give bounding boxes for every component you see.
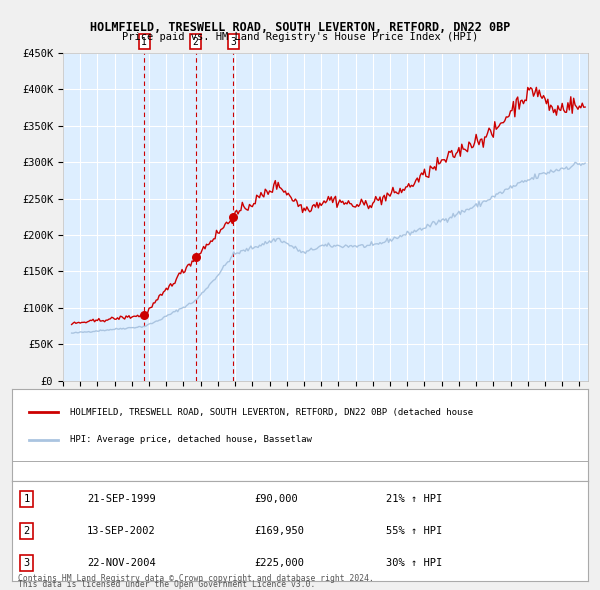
Text: HOLMFIELD, TRESWELL ROAD, SOUTH LEVERTON, RETFORD, DN22 0BP (detached house: HOLMFIELD, TRESWELL ROAD, SOUTH LEVERTON… <box>70 408 473 417</box>
Text: 2: 2 <box>23 526 29 536</box>
Point <box>229 212 238 222</box>
Text: 1: 1 <box>23 494 29 504</box>
Text: 13-SEP-2002: 13-SEP-2002 <box>87 526 155 536</box>
Text: 22-NOV-2004: 22-NOV-2004 <box>87 558 155 568</box>
Text: HOLMFIELD, TRESWELL ROAD, SOUTH LEVERTON, RETFORD, DN22 0BP: HOLMFIELD, TRESWELL ROAD, SOUTH LEVERTON… <box>90 21 510 34</box>
Text: 3: 3 <box>23 558 29 568</box>
Text: £90,000: £90,000 <box>254 494 298 504</box>
Text: 55% ↑ HPI: 55% ↑ HPI <box>386 526 443 536</box>
Text: 1: 1 <box>142 37 147 47</box>
Text: 3: 3 <box>230 37 236 47</box>
Text: 30% ↑ HPI: 30% ↑ HPI <box>386 558 443 568</box>
Text: Price paid vs. HM Land Registry's House Price Index (HPI): Price paid vs. HM Land Registry's House … <box>122 32 478 42</box>
Text: This data is licensed under the Open Government Licence v3.0.: This data is licensed under the Open Gov… <box>18 581 316 589</box>
Text: 2: 2 <box>193 37 199 47</box>
Text: £225,000: £225,000 <box>254 558 304 568</box>
Point <box>139 310 149 320</box>
Text: Contains HM Land Registry data © Crown copyright and database right 2024.: Contains HM Land Registry data © Crown c… <box>18 574 374 583</box>
Text: £169,950: £169,950 <box>254 526 304 536</box>
Text: HPI: Average price, detached house, Bassetlaw: HPI: Average price, detached house, Bass… <box>70 435 311 444</box>
Text: 21% ↑ HPI: 21% ↑ HPI <box>386 494 443 504</box>
Point <box>191 252 200 261</box>
Text: 21-SEP-1999: 21-SEP-1999 <box>87 494 155 504</box>
